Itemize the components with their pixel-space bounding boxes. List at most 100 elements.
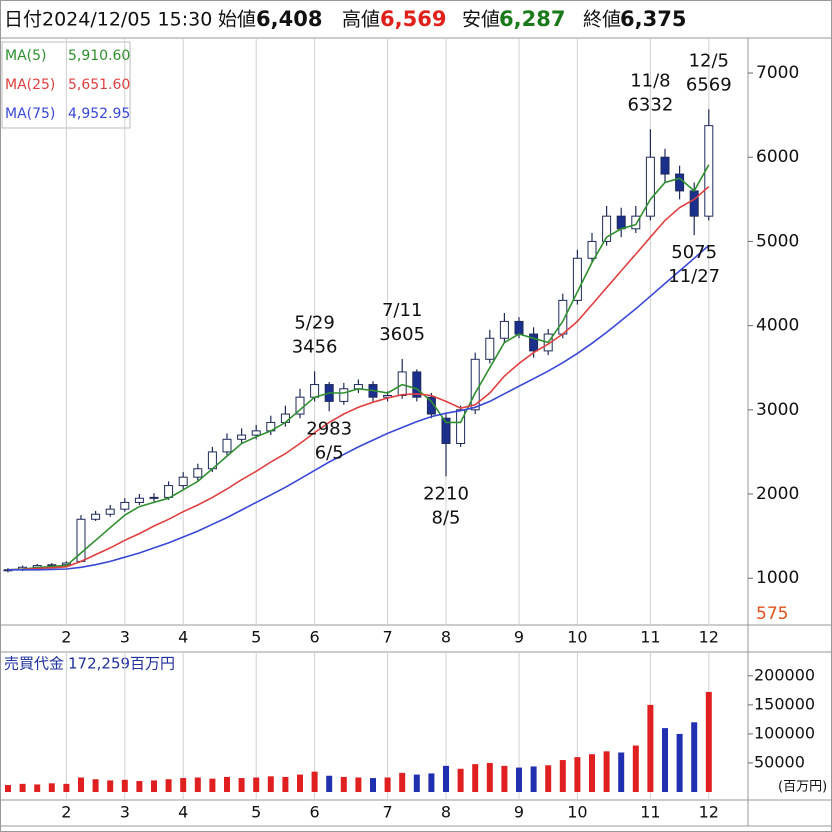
- x-tick-label: 8: [441, 628, 451, 647]
- annotation-date: 12/5: [689, 50, 729, 71]
- y-tick-label: 100000: [754, 723, 815, 742]
- candle-body: [426, 396, 436, 415]
- header-value: 6,408: [256, 7, 322, 31]
- volume-unit: (百万円): [778, 780, 827, 795]
- header-value: 6,375: [620, 7, 686, 31]
- volume-bar: [486, 762, 493, 792]
- volume-bar: [165, 779, 172, 792]
- candle-body: [397, 371, 407, 397]
- volume-bar: [457, 768, 464, 792]
- candle-body: [105, 508, 115, 515]
- candle-body: [310, 384, 320, 398]
- volume-bar: [632, 745, 639, 792]
- candle-body: [149, 496, 159, 499]
- x-tick-label: 11: [640, 628, 660, 647]
- candle-body: [645, 156, 655, 217]
- annotation-price: 5075: [671, 242, 717, 263]
- volume-bar: [516, 767, 522, 792]
- legend-name: MA(5): [5, 48, 47, 64]
- candle-body: [456, 409, 466, 444]
- x-tick-label: 9: [514, 803, 524, 822]
- candle-body: [237, 434, 247, 440]
- candle-body: [134, 497, 144, 503]
- volume-bar: [224, 776, 230, 792]
- volume-bar: [326, 775, 333, 792]
- candle-body: [587, 240, 597, 259]
- candle-body: [572, 257, 582, 301]
- x-tick-label: 5: [251, 628, 261, 647]
- header-label: 始値: [218, 9, 256, 31]
- candle-body: [91, 513, 101, 520]
- x-tick-label: 5: [251, 803, 261, 822]
- annotation-date: 11/27: [668, 266, 720, 287]
- x-tick-label: 7: [383, 628, 393, 647]
- volume-bar: [574, 757, 581, 792]
- candle-body: [164, 485, 174, 498]
- volume-bar: [311, 771, 318, 792]
- x-tick-label: 3: [120, 628, 130, 647]
- candle-body: [631, 215, 641, 230]
- header-value: 6,287: [499, 7, 565, 31]
- volume-bar: [662, 728, 668, 792]
- x-tick-label: 10: [567, 628, 587, 647]
- candle-body: [339, 388, 349, 402]
- candle-body: [660, 156, 670, 175]
- volume-bar: [691, 722, 698, 792]
- volume-bar: [151, 780, 157, 792]
- legend-name: MA(75): [5, 106, 55, 122]
- x-tick-label: 7: [383, 803, 393, 822]
- candle-body: [222, 438, 232, 453]
- volume-bar: [297, 774, 303, 792]
- candle-body: [514, 320, 524, 335]
- legend-name: MA(25): [5, 77, 55, 93]
- volume-bar: [121, 779, 128, 792]
- candle-body: [616, 215, 626, 230]
- volume-bar: [136, 780, 143, 792]
- volume-bar: [267, 776, 274, 792]
- volume-bar: [78, 777, 84, 792]
- volume-bar: [107, 780, 114, 792]
- candle-body: [485, 337, 495, 360]
- volume-bar: [647, 704, 654, 792]
- volume-bar: [92, 779, 99, 792]
- ma-line: [7, 185, 710, 571]
- volume-bar: [19, 783, 26, 792]
- y-tick-label: 150000: [754, 694, 815, 713]
- y-tick-label: 50000: [754, 752, 805, 771]
- annotation-price: 6569: [686, 74, 732, 95]
- candle-body: [689, 190, 699, 217]
- x-tick-label: 12: [699, 803, 719, 822]
- candle-body: [499, 320, 509, 339]
- volume-bar: [501, 765, 508, 792]
- header-label: 高値: [342, 9, 380, 31]
- x-tick-label: 9: [514, 628, 524, 647]
- header-label: 終値: [583, 9, 621, 31]
- volume-bar: [399, 772, 406, 792]
- volume-bar: [443, 765, 449, 792]
- x-tick-label: 6: [310, 628, 320, 647]
- annotation-date: 11/8: [630, 70, 670, 91]
- volume-bar: [282, 776, 289, 792]
- header-value: 6,569: [380, 7, 446, 31]
- volume-bar: [472, 764, 479, 792]
- annotation-date: 5/29: [294, 312, 334, 333]
- annotation-date: 7/11: [382, 300, 422, 321]
- annotation-price: 2210: [423, 483, 469, 504]
- header-label: 安値: [462, 9, 500, 31]
- volume-bar: [428, 773, 435, 792]
- volume-bar: [209, 778, 216, 792]
- volume-bars: [5, 691, 712, 792]
- volume-bar: [48, 783, 55, 792]
- ma-line: [8, 244, 710, 571]
- x-tick-label: 2: [61, 803, 71, 822]
- volume-bar: [34, 784, 41, 792]
- x-tick-label: 10: [567, 803, 587, 822]
- candle-body: [675, 173, 685, 192]
- candle-body: [280, 413, 290, 423]
- volume-latest: 172,259百万円: [68, 655, 175, 673]
- candle-body: [412, 371, 422, 398]
- volume-bar: [589, 754, 595, 792]
- y-tick-label: 3000: [756, 400, 799, 420]
- candle-body: [602, 215, 612, 242]
